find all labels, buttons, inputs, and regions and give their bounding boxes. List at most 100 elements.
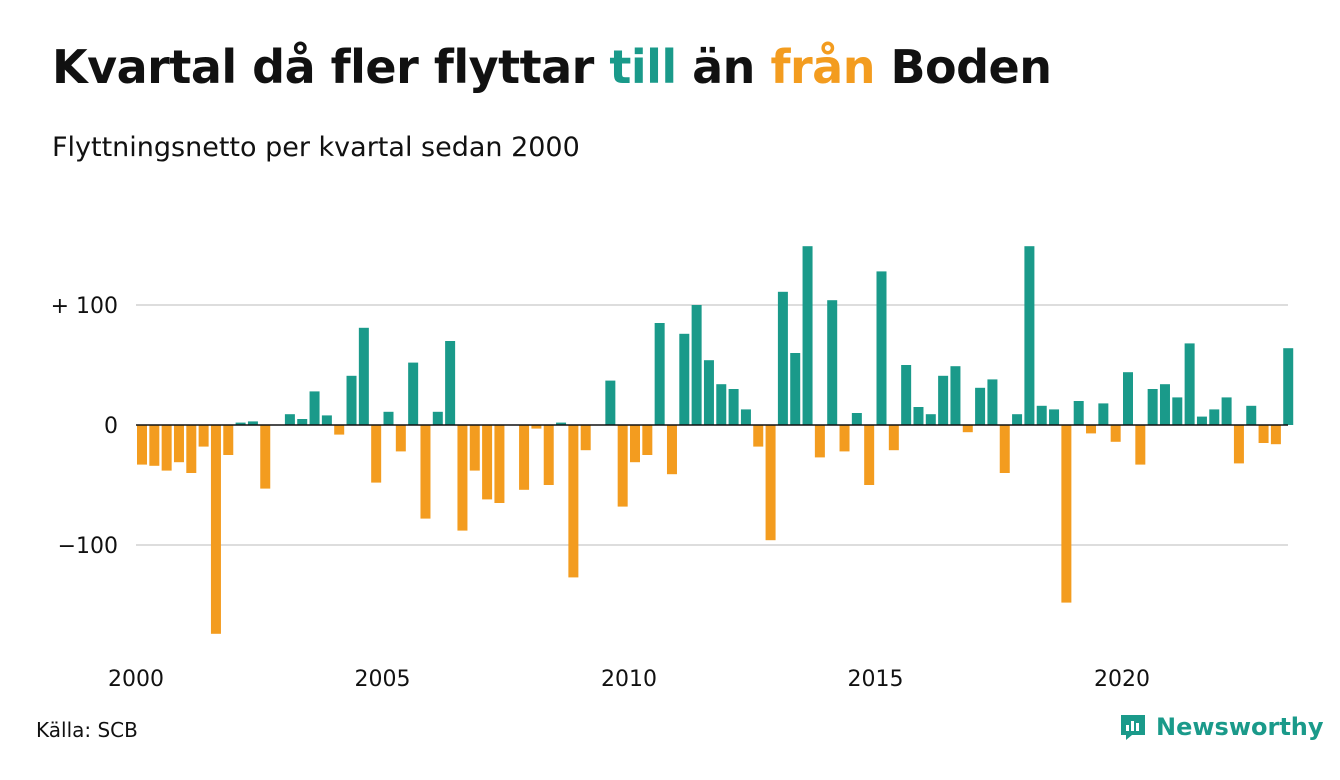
bar xyxy=(1283,348,1294,425)
bar xyxy=(790,353,801,425)
bar xyxy=(223,425,234,455)
bar xyxy=(568,425,579,578)
bar xyxy=(494,425,505,503)
source-note: Källa: SCB xyxy=(36,718,138,742)
bar xyxy=(247,421,258,425)
bar xyxy=(654,323,665,425)
x-tick-label: 2020 xyxy=(1094,667,1150,692)
bar xyxy=(925,414,936,425)
bar xyxy=(1098,403,1109,425)
bar xyxy=(457,425,468,531)
bar xyxy=(358,327,369,425)
bar xyxy=(1024,246,1035,425)
bar xyxy=(728,389,739,425)
bar xyxy=(703,360,714,425)
bar xyxy=(161,425,172,471)
bar xyxy=(1172,397,1183,425)
bar xyxy=(1147,389,1158,425)
bar xyxy=(962,425,973,433)
bar xyxy=(1209,409,1220,425)
bar xyxy=(445,341,456,425)
bar xyxy=(309,391,320,425)
brand-name: Newsworthy xyxy=(1156,713,1324,741)
bar xyxy=(543,425,554,485)
bar xyxy=(1270,425,1281,445)
bar xyxy=(531,425,542,429)
bar xyxy=(1086,425,1097,434)
bar xyxy=(1159,384,1170,425)
brand-logo: Newsworthy xyxy=(1118,712,1324,742)
chart-subtitle: Flyttningsnetto per kvartal sedan 2000 xyxy=(52,132,580,163)
bar xyxy=(284,414,295,425)
axes: + 100 0 −100 2000 2005 2010 2015 2020 xyxy=(51,294,1288,692)
bar xyxy=(1036,405,1047,425)
bar xyxy=(297,419,308,425)
bar xyxy=(420,425,431,519)
bar xyxy=(1110,425,1121,442)
bar xyxy=(346,375,357,425)
bar xyxy=(173,425,184,463)
title-part-3: Boden xyxy=(874,40,1052,94)
bar xyxy=(740,409,751,425)
bar xyxy=(321,415,332,425)
bar xyxy=(666,425,677,475)
bar xyxy=(519,425,530,490)
bar xyxy=(580,425,591,451)
bar xyxy=(137,425,147,465)
title-part-1: Kvartal då fler flyttar xyxy=(52,40,610,94)
bar xyxy=(1246,405,1257,425)
bar xyxy=(186,425,197,473)
bar xyxy=(371,425,382,483)
y-tick-label: 0 xyxy=(104,414,118,439)
newsworthy-logo-icon xyxy=(1121,715,1145,740)
bar xyxy=(1061,425,1072,603)
bar xyxy=(765,425,776,541)
bar xyxy=(235,422,246,425)
bar xyxy=(814,425,825,458)
bar xyxy=(901,365,912,425)
bar xyxy=(777,291,788,425)
bar xyxy=(1233,425,1244,464)
bar xyxy=(913,407,924,425)
bar xyxy=(679,333,690,425)
bar xyxy=(864,425,875,485)
bar xyxy=(469,425,480,471)
title-highlight-positive: till xyxy=(609,40,677,94)
bar xyxy=(839,425,850,452)
bar xyxy=(1221,397,1232,425)
bar xyxy=(334,425,345,435)
bar xyxy=(950,366,961,425)
bar xyxy=(1049,409,1060,425)
bar xyxy=(432,411,443,425)
bar xyxy=(827,300,838,425)
bar xyxy=(383,411,394,425)
bar xyxy=(1258,425,1269,443)
bar xyxy=(851,413,862,425)
x-tick-label: 2015 xyxy=(848,667,904,692)
bar xyxy=(556,422,567,425)
bar xyxy=(260,425,271,489)
bar xyxy=(753,425,764,447)
bar xyxy=(605,380,616,425)
bar xyxy=(408,362,419,425)
bar xyxy=(482,425,493,500)
x-tick-label: 2005 xyxy=(355,667,411,692)
bar xyxy=(630,425,640,463)
bar xyxy=(802,246,813,425)
bar xyxy=(1135,425,1146,465)
bar xyxy=(617,425,628,507)
y-tick-label: + 100 xyxy=(51,294,118,319)
bar xyxy=(999,425,1010,473)
bar xyxy=(938,375,949,425)
bar xyxy=(149,425,160,466)
bar xyxy=(1184,343,1195,425)
bar xyxy=(198,425,209,447)
bar xyxy=(1073,401,1084,425)
bar xyxy=(1196,416,1207,425)
bar xyxy=(876,271,887,425)
chart-title: Kvartal då fler flyttar till än från Bod… xyxy=(52,40,1052,94)
bar xyxy=(642,425,653,455)
bar xyxy=(987,379,998,425)
bar xyxy=(210,425,221,634)
